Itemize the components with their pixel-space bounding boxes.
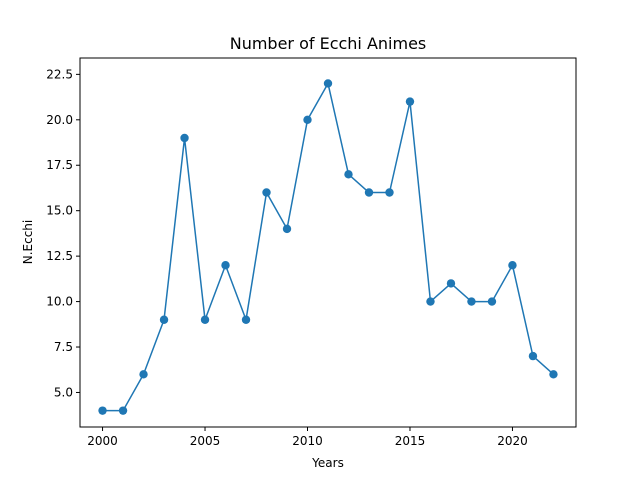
data-point [467, 297, 476, 306]
data-point [549, 370, 558, 379]
data-point [98, 406, 107, 415]
data-point [282, 224, 292, 234]
data-point [180, 133, 189, 143]
x-tick-label: 2020 [497, 434, 528, 448]
y-tick-label: 7.5 [54, 340, 73, 354]
x-axis-label: Years [311, 456, 344, 470]
y-tick-label: 10.0 [46, 295, 73, 309]
x-tick-label: 2010 [292, 434, 323, 448]
chart-title: Number of Ecchi Animes [230, 34, 427, 53]
data-point [405, 97, 415, 106]
data-point [303, 115, 312, 125]
data-point [344, 170, 353, 179]
plot-area: 2000 2005 2010 2015 2020 5.0 7.5 10.0 12.5 15.0 17… [46, 67, 558, 448]
x-tick-label: 2005 [190, 434, 221, 448]
axes-frame [79, 57, 577, 428]
data-point [446, 279, 456, 288]
data-point [508, 261, 517, 270]
data-point [364, 188, 374, 197]
y-tick-label: 20.0 [46, 113, 73, 127]
y-tick-label: 5.0 [54, 385, 73, 399]
y-axis-label: N.Ecchi [21, 220, 35, 265]
data-point [323, 79, 333, 88]
y-tick-label: 22.5 [46, 67, 73, 81]
x-tick-label: 2015 [395, 434, 426, 448]
data-point [426, 297, 435, 306]
data-point [159, 315, 169, 324]
data-point [385, 188, 394, 197]
y-tick-label: 15.0 [46, 204, 73, 218]
data-point [221, 261, 230, 270]
data-point [200, 315, 210, 324]
data-point [118, 406, 128, 415]
data-point [487, 297, 497, 306]
data-point [528, 351, 538, 361]
y-tick-label: 12.5 [46, 249, 73, 263]
x-tick-label: 2000 [87, 434, 118, 448]
data-point [241, 315, 251, 324]
data-point [262, 188, 271, 197]
data-point [139, 370, 148, 379]
y-tick-label: 17.5 [46, 158, 73, 172]
